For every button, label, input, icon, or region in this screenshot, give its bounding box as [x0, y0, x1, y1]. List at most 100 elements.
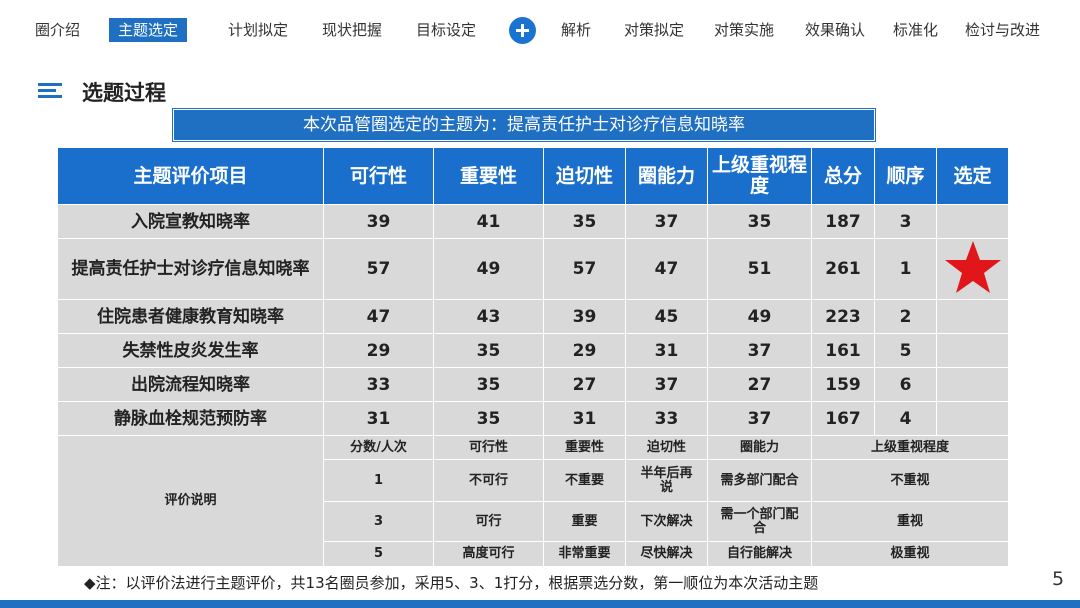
nav-item-countermeasure-plan[interactable]: 对策拟定	[624, 21, 685, 39]
eval-cell: 高度可行	[433, 541, 544, 567]
cell: 29	[323, 333, 434, 368]
row-name: 提高责任护士对诊疗信息知晓率	[57, 238, 324, 300]
header-importance: 重要性	[433, 147, 544, 205]
nav-item-review[interactable]: 检讨与改进	[965, 21, 1041, 39]
selected-cell	[936, 204, 1009, 239]
eval-cell: 尽快解决	[625, 541, 708, 567]
section-title: 选题过程	[82, 81, 166, 105]
eval-cell: 需多部门配合	[707, 459, 812, 502]
plus-icon[interactable]	[509, 17, 536, 44]
nav-item-effect-confirm[interactable]: 效果确认	[805, 21, 866, 39]
eval-cell: 3	[323, 501, 434, 542]
nav-item-analysis[interactable]: 解析	[561, 21, 592, 39]
nav-item-plan[interactable]: 计划拟定	[228, 21, 289, 39]
cell: 37	[707, 333, 812, 368]
cell: 49	[433, 238, 544, 300]
selected-cell	[936, 238, 1009, 300]
cell: 223	[811, 299, 875, 334]
cell: 57	[543, 238, 626, 300]
cell: 261	[811, 238, 875, 300]
eval-row: 3 可行 重要 下次解决 需一个部门配合 重视	[58, 501, 1009, 542]
footnote: ◆注：以评价法进行主题评价，共13名圈员参加，采用5、3、1打分，根据票选分数，…	[84, 574, 819, 592]
eval-cell: 自行能解决	[707, 541, 812, 567]
cell: 57	[323, 238, 434, 300]
selected-cell	[936, 367, 1009, 402]
eval-header-cell: 分数/人次	[323, 435, 434, 460]
nav-item-status[interactable]: 现状把握	[322, 21, 383, 39]
table-row: 出院流程知晓率 33 35 27 37 27 159 6	[57, 367, 1009, 402]
eval-header-cell: 重要性	[543, 435, 626, 460]
header-total: 总分	[811, 147, 875, 205]
row-name: 失禁性皮炎发生率	[57, 333, 324, 368]
eval-row: 1 不可行 不重要 半年后再说 需多部门配合 不重视	[58, 459, 1009, 502]
cell: 3	[874, 204, 937, 239]
nav-item-intro[interactable]: 圈介绍	[35, 21, 81, 39]
cell: 161	[811, 333, 875, 368]
header-feasibility: 可行性	[323, 147, 434, 205]
cell: 39	[323, 204, 434, 239]
row-name: 住院患者健康教育知晓率	[57, 299, 324, 334]
eval-cell: 下次解决	[625, 501, 708, 542]
nav-item-goal[interactable]: 目标设定	[416, 21, 477, 39]
eval-header-row: 评价说明 分数/人次 可行性 重要性 迫切性 圈能力 上级重视程度	[57, 435, 1009, 567]
nav-item-countermeasure-implement[interactable]: 对策实施	[714, 21, 775, 39]
eval-header-cell: 上级重视程度	[811, 435, 1009, 460]
eval-cell: 重视	[811, 501, 1009, 542]
cell: 5	[874, 333, 937, 368]
header-rank: 顺序	[874, 147, 937, 205]
cell: 43	[433, 299, 544, 334]
eval-cell: 非常重要	[543, 541, 626, 567]
cell: 159	[811, 367, 875, 402]
table-row: 失禁性皮炎发生率 29 35 29 31 37 161 5	[57, 333, 1009, 368]
cell: 27	[543, 367, 626, 402]
eval-cell: 重要	[543, 501, 626, 542]
eval-row: 5 高度可行 非常重要 尽快解决 自行能解决 极重视	[58, 541, 1009, 567]
cell: 187	[811, 204, 875, 239]
cell: 31	[323, 401, 434, 436]
table-row: 静脉血栓规范预防率 31 35 31 33 37 167 4	[57, 401, 1009, 436]
eval-cell: 需一个部门配合	[707, 501, 812, 542]
page-number: 5	[1052, 568, 1065, 590]
eval-cell: 可行	[433, 501, 544, 542]
cell: 35	[433, 401, 544, 436]
nav-item-standardize[interactable]: 标准化	[893, 21, 939, 39]
table-row: 入院宣教知晓率 39 41 35 37 35 187 3	[57, 204, 1009, 239]
table-header-row: 主题评价项目 可行性 重要性 迫切性 圈能力 上级重视程度 总分 顺序 选定	[57, 147, 1009, 205]
eval-cell: 5	[323, 541, 434, 567]
row-name: 静脉血栓规范预防率	[57, 401, 324, 436]
selected-cell	[936, 401, 1009, 436]
cell: 33	[323, 367, 434, 402]
header-item: 主题评价项目	[57, 147, 324, 205]
cell: 49	[707, 299, 812, 334]
cell: 29	[543, 333, 626, 368]
eval-label: 评价说明	[57, 435, 324, 567]
cell: 35	[433, 333, 544, 368]
table-row: 提高责任护士对诊疗信息知晓率 57 49 57 47 51 261 1	[57, 238, 1009, 300]
cell: 35	[433, 367, 544, 402]
cell: 27	[707, 367, 812, 402]
row-name: 出院流程知晓率	[57, 367, 324, 402]
table-row: 住院患者健康教育知晓率 47 43 39 45 49 223 2	[57, 299, 1009, 334]
topic-banner: 本次品管圈选定的主题为：提高责任护士对诊疗信息知晓率	[173, 109, 875, 141]
eval-cell: 不重视	[811, 459, 1009, 502]
cell: 37	[707, 401, 812, 436]
eval-cell: 1	[323, 459, 434, 502]
cell: 2	[874, 299, 937, 334]
cell: 45	[625, 299, 708, 334]
nav-item-topic-selection[interactable]: 主题选定	[109, 18, 188, 42]
cell: 41	[433, 204, 544, 239]
eval-cell: 极重视	[811, 541, 1009, 567]
cell: 31	[625, 333, 708, 368]
header-capability: 圈能力	[625, 147, 708, 205]
menu-lines-icon	[38, 83, 62, 99]
selected-cell	[936, 299, 1009, 334]
top-nav: 圈介绍 主题选定 计划拟定 现状把握 目标设定 解析 对策拟定 对策实施 效果确…	[0, 14, 1080, 48]
cell: 51	[707, 238, 812, 300]
footer-bar	[0, 600, 1080, 608]
cell: 39	[543, 299, 626, 334]
row-name: 入院宣教知晓率	[57, 204, 324, 239]
header-urgency: 迫切性	[543, 147, 626, 205]
eval-cell: 不可行	[433, 459, 544, 502]
eval-header-cell: 圈能力	[707, 435, 812, 460]
cell: 37	[625, 367, 708, 402]
